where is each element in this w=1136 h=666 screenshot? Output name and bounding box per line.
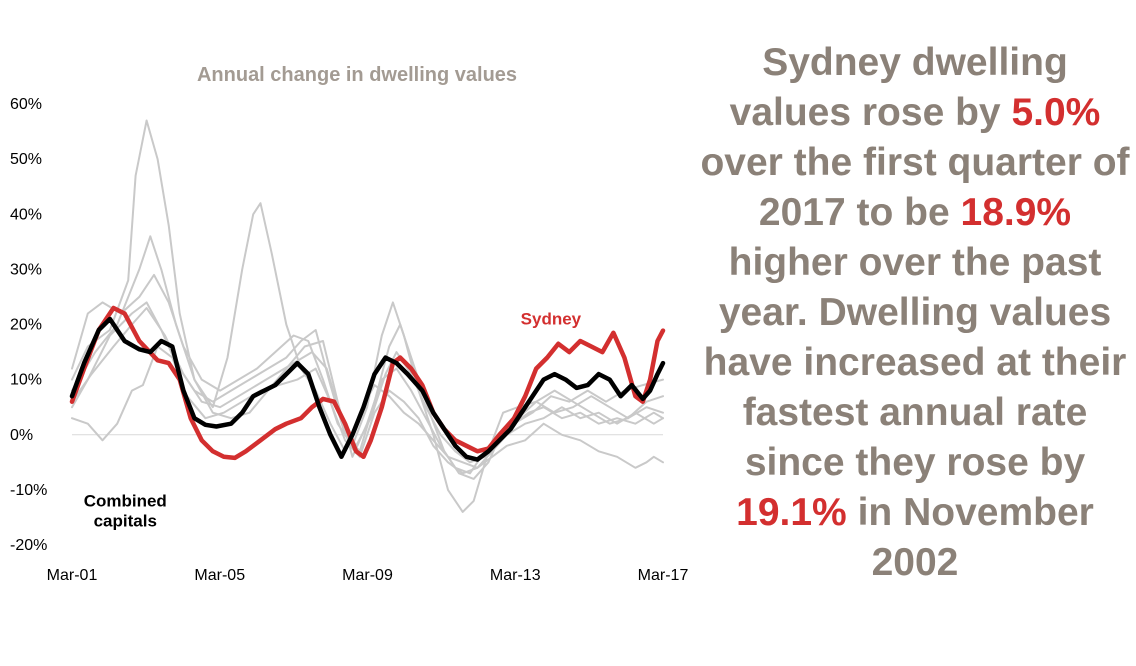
capital-city-series-line [71,345,664,475]
summary-part-3: higher over the past year. Dwelling valu… [703,241,1127,484]
summary-text: Sydney dwelling values rose by 5.0% over… [700,38,1130,588]
y-tick-label: 50% [10,151,42,168]
y-tick-label: 60% [10,96,42,113]
y-tick-label: 10% [10,372,42,389]
x-tick-label: Mar-13 [490,567,541,584]
summary-highlight-annual-change: 18.9% [960,191,1072,234]
series-lines [69,119,666,513]
summary-highlight-quarter-change: 5.0% [1011,91,1101,134]
y-tick-label: 0% [10,427,33,444]
y-tick-label: -20% [10,537,47,554]
capital-city-series-line [71,307,664,464]
chart-title: Annual change in dwelling values [197,64,517,86]
y-tick-label: 20% [10,317,42,334]
x-tick-label: Mar-05 [194,567,245,584]
x-axis-tick-labels: Mar-01 Mar-05 Mar-09 Mar-13 Mar-17 [47,567,689,584]
capital-city-series-line [71,119,664,475]
summary-part-1: Sydney dwelling values rose by [729,41,1068,134]
y-tick-label: -10% [10,482,47,499]
x-tick-label: Mar-17 [638,567,689,584]
sydney-series-label: Sydney [521,310,582,329]
x-tick-label: Mar-01 [47,567,98,584]
series-annotations: Sydney Combined capitals [84,310,582,531]
y-tick-label: 40% [10,206,42,223]
y-tick-label: 30% [10,261,42,278]
x-tick-label: Mar-09 [342,567,393,584]
summary-highlight-2002-change: 19.1% [736,491,847,534]
combined-capitals-series-line [69,316,666,462]
line-chart: Annual change in dwelling values 60% 50% 4… [10,64,689,584]
summary-part-4: in November 2002 [846,491,1094,584]
sydney-series-line [69,305,666,461]
y-axis-tick-labels: 60% 50% 40% 30% 20% 10% 0% -10% -20% [10,96,47,554]
summary-part-2: over the first quarter of 2017 to be [700,141,1130,234]
combined-capitals-series-label: Combined capitals [84,491,167,530]
